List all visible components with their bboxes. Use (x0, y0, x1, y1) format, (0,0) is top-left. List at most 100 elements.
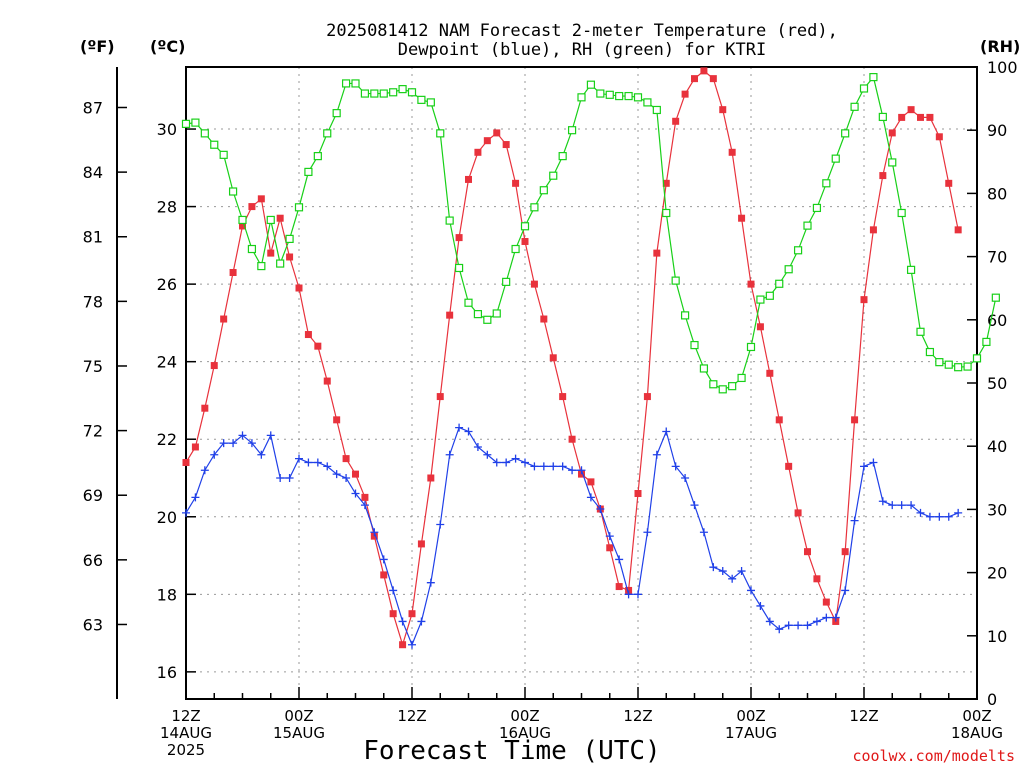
rh-point (257, 261, 266, 271)
dewpoint-point (539, 462, 548, 471)
celsius-axis-label: (ºC) (150, 37, 185, 56)
rh-point (181, 119, 191, 128)
rh-point (454, 263, 464, 273)
rh-point (831, 154, 840, 163)
rh-point (596, 89, 605, 98)
rh-point (445, 216, 454, 225)
time-tick-label: 2025 (167, 741, 205, 759)
rh-point (558, 152, 567, 161)
rh-point (633, 93, 643, 102)
celsius-tick-label: 24 (157, 353, 177, 372)
dewpoint-point (313, 458, 322, 467)
temperature-point (502, 141, 510, 149)
dewpoint-point (699, 528, 708, 537)
temperature-point (615, 583, 623, 591)
temperature-point (634, 490, 642, 498)
dewpoint-point (342, 473, 351, 482)
time-tick-label: 15AUG (273, 724, 325, 742)
rh-tick-label: 100 (987, 58, 1018, 77)
rh-point (238, 215, 247, 225)
series-rh (181, 73, 1000, 394)
rh-point (436, 129, 445, 138)
temperature-point (822, 598, 830, 606)
rh-point (473, 310, 483, 319)
temperature-point (559, 393, 567, 401)
temperature-point (747, 280, 755, 288)
chart-title-line-1: 2025081412 NAM Forecast 2-meter Temperat… (326, 21, 838, 41)
rh-point (511, 244, 520, 254)
temperature-point (841, 548, 849, 556)
temperature-point (681, 90, 689, 98)
rh-point (709, 380, 718, 389)
time-tick-label: 00Z (284, 707, 313, 725)
dewpoint-point (200, 466, 209, 475)
temperature-point (691, 75, 698, 83)
rh-point (577, 93, 586, 102)
temperature-point (719, 106, 727, 114)
dewpoint-point (568, 466, 577, 475)
temperature-point (917, 113, 924, 121)
rh-point (530, 203, 539, 212)
temperature-point (483, 137, 491, 145)
dewpoint-point (426, 578, 435, 587)
rh-point (304, 167, 313, 177)
time-tick-label: 12Z (171, 707, 200, 725)
rh-point (323, 129, 332, 138)
rh-point (680, 311, 690, 320)
dewpoint-point (530, 462, 539, 471)
rh-point (210, 140, 219, 149)
dewpoint-point (266, 431, 275, 440)
temperature-point (700, 67, 708, 75)
rh-point (407, 88, 417, 97)
rh-point (859, 84, 869, 93)
temperature-point (304, 331, 312, 339)
rh-tick-label: 50 (987, 374, 1007, 393)
temperature-point (549, 354, 557, 362)
dewpoint-point (690, 501, 699, 510)
celsius-tick-label: 22 (157, 430, 177, 449)
dewpoint-point (709, 563, 718, 572)
dewpoint-point (671, 462, 680, 471)
dewpoint-point (408, 640, 416, 649)
dewpoint-point (577, 466, 586, 475)
temperature-point (474, 148, 482, 156)
temperature-point (775, 416, 783, 424)
dewpoint-point (869, 458, 878, 467)
temperature-point (352, 470, 359, 478)
rh-point (285, 234, 294, 244)
dewpoint-point (210, 450, 219, 459)
celsius-tick-label: 16 (157, 663, 177, 682)
rh-tick-label: 20 (987, 564, 1007, 583)
rh-point (925, 347, 935, 357)
temperature-point (276, 214, 284, 222)
rh-point (954, 363, 963, 372)
dewpoint-point (417, 617, 426, 626)
dewpoint-point (916, 508, 925, 517)
rh-point (784, 265, 793, 274)
dewpoint-point (445, 450, 454, 459)
time-tick-label: 16AUG (499, 724, 551, 742)
temperature-point (804, 548, 811, 556)
temperature-point (342, 455, 350, 463)
rh-point (191, 118, 200, 127)
dewpoint-point (831, 613, 840, 622)
temperature-point (314, 342, 322, 350)
axes (116, 66, 978, 700)
series-line-dewpoint (185, 426, 959, 647)
rh-point (351, 79, 360, 88)
dewpoint-point (473, 442, 482, 451)
dewpoint-point (624, 590, 633, 599)
dewpoint-point (643, 528, 652, 537)
time-tick-label: 14AUG (160, 724, 212, 742)
chart-title-line-2: Dewpoint (blue), RH (green) for KTRI (398, 40, 766, 60)
rh-point (313, 152, 322, 161)
series-line-temperature (185, 70, 959, 647)
temperature-point (888, 129, 896, 137)
rh-point (567, 126, 577, 135)
rh-point (728, 382, 737, 391)
temperature-point (540, 315, 548, 323)
dewpoint-point (888, 501, 897, 510)
rh-point (671, 276, 680, 285)
